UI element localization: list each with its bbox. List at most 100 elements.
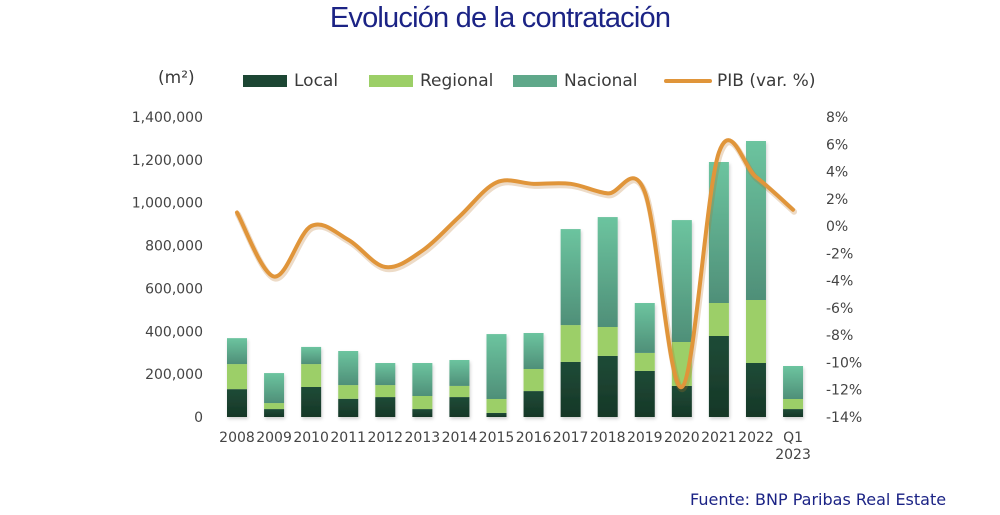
legend-label-local: Local [294, 71, 339, 91]
bar-local [375, 397, 396, 417]
pib-line [235, 138, 796, 390]
bar-regional [338, 385, 359, 399]
bar-nacional [634, 303, 655, 353]
bar-nacional [227, 338, 247, 365]
bar-nacional [486, 334, 507, 399]
bar-local [560, 361, 581, 417]
legend-item-regional: Regional [369, 70, 493, 92]
x-tick-label: 2013 [405, 430, 441, 446]
legend-label-pib: PIB (var. %) [717, 71, 816, 91]
y2-tick-label: -2% [826, 246, 853, 262]
pib-line-series [235, 138, 798, 393]
bar-nacional [449, 360, 470, 386]
bar-regional [375, 385, 396, 398]
x-tick-label: 2020 [664, 430, 700, 446]
x-tick-label: 2008 [219, 430, 255, 446]
bar-regional [745, 300, 766, 363]
legend-item-local: Local [243, 70, 338, 92]
y-tick-label: 0 [194, 410, 203, 426]
x-tick-label: 2014 [442, 430, 478, 446]
bar-stack [227, 338, 247, 417]
bar-nacional [783, 366, 804, 399]
legend-label-nacional: Nacional [564, 71, 638, 91]
bar-stack [708, 162, 729, 417]
bar-nacional [338, 351, 359, 386]
y2-tick-label: 4% [826, 165, 848, 181]
bar-stack [597, 217, 618, 417]
bar-nacional [375, 363, 396, 386]
x-axis: 2008 2009 2010 2011 2012 2013 2014 2015 2016 2017… [219, 430, 811, 463]
bar-nacional [671, 220, 692, 342]
y2-tick-label: 8% [826, 110, 848, 126]
y-tick-label: 600,000 [145, 281, 203, 297]
bar-stack [523, 333, 544, 417]
bar-regional [783, 399, 804, 410]
bar-regional [449, 385, 470, 398]
bar-regional [486, 399, 507, 413]
y-axis-unit-label: (m²) [158, 68, 195, 88]
y-axis-left: 0 200,000 400,000 600,000 800,000 1,000,000 1,… [132, 110, 203, 426]
y-axis-right: -14% -12% -10% -8% -6% -4% -2% 0% 2% 4% 6% 8% [826, 110, 862, 426]
bar-local [264, 409, 285, 417]
bar-local [338, 398, 359, 417]
bar-local [708, 336, 729, 417]
y2-tick-label: -8% [826, 328, 853, 344]
x-tick-label: 2023 [775, 447, 811, 463]
source-note: Fuente: BNP Paribas Real Estate [690, 490, 947, 509]
bar-stack [375, 363, 396, 417]
y2-tick-label: -10% [826, 355, 862, 371]
y-tick-label: 1,400,000 [132, 110, 203, 126]
legend-swatch-local [243, 75, 287, 87]
y2-tick-label: -4% [826, 274, 853, 290]
x-tick-label: 2010 [293, 430, 329, 446]
bar-regional [301, 364, 322, 387]
x-tick-label: Q1 [783, 430, 803, 446]
bar-local [597, 355, 618, 417]
bar-stack [412, 363, 433, 417]
bar-local [783, 409, 804, 417]
x-tick-label: 2016 [516, 430, 552, 446]
y-tick-label: 200,000 [145, 367, 203, 383]
bar-stack [338, 351, 359, 417]
bar-stack [560, 229, 581, 417]
bar-regional [560, 325, 581, 362]
bar-regional [264, 403, 285, 410]
bar-local [486, 412, 507, 417]
bar-regional [523, 369, 544, 392]
bar-nacional [523, 333, 544, 369]
x-tick-label: 2019 [627, 430, 663, 446]
legend-item-pib: PIB (var. %) [664, 70, 815, 92]
bar-local [671, 385, 692, 417]
legend-swatch-nacional [513, 75, 557, 87]
bar-nacional [301, 346, 322, 365]
bar-local [449, 397, 470, 417]
chart-title: Evolución de la contratación [329, 2, 671, 34]
bar-nacional [560, 229, 581, 326]
x-tick-label: 2017 [553, 430, 589, 446]
x-tick-label: 2015 [479, 430, 515, 446]
bar-stack [486, 334, 507, 417]
bar-stack [449, 360, 470, 417]
bar-regional [634, 352, 655, 371]
x-tick-label: 2009 [256, 430, 292, 446]
bar-stack [634, 303, 655, 417]
bar-regional [708, 303, 729, 336]
x-tick-label: 2021 [701, 430, 737, 446]
x-tick-label: 2011 [330, 430, 366, 446]
y-tick-label: 400,000 [145, 324, 203, 340]
legend-label-regional: Regional [420, 71, 494, 91]
x-tick-label: 2022 [738, 430, 774, 446]
bar-nacional [708, 162, 729, 303]
bar-local [634, 370, 655, 417]
y-tick-label: 1,200,000 [132, 153, 203, 169]
x-tick-label: 2012 [367, 430, 403, 446]
bar-regional [227, 364, 247, 390]
bar-stack [264, 373, 285, 417]
y-tick-label: 800,000 [145, 239, 203, 255]
legend-swatch-regional [369, 75, 413, 87]
bar-stack [783, 366, 804, 417]
bar-local [227, 389, 247, 417]
legend-line-pib [664, 79, 712, 83]
x-tick-label: 2018 [590, 430, 626, 446]
